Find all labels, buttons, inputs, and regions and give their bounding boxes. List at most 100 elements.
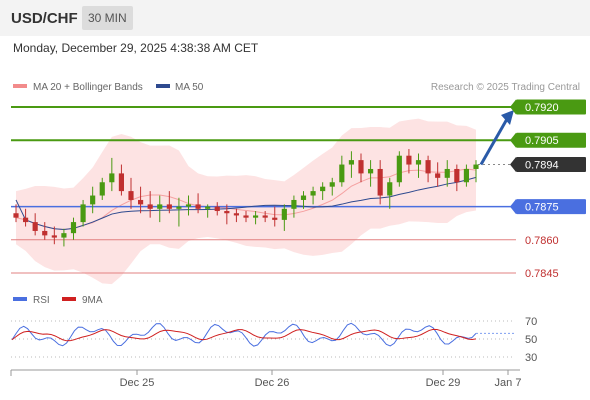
candle-body <box>310 191 316 196</box>
ma50-line <box>15 176 477 230</box>
level-label-box <box>516 132 586 148</box>
candle-body <box>205 206 211 209</box>
candle-body <box>157 204 163 209</box>
bollinger-legend-swatch <box>13 84 27 88</box>
rsi-legend-label: RSI <box>33 295 50 306</box>
candle-body <box>473 164 479 169</box>
chart-timestamp: Monday, December 29, 2025 4:38:38 AM CET <box>13 41 259 55</box>
rsi-legend-swatch <box>13 297 27 301</box>
candle-body <box>195 204 201 209</box>
candle-body <box>339 164 345 183</box>
ma50-legend-label: MA 50 <box>175 82 204 93</box>
rsi-pane: 70 50 30 <box>11 316 537 364</box>
candle-body <box>214 206 220 212</box>
candle-body <box>444 168 450 178</box>
candle-body <box>377 168 383 196</box>
candle-body <box>425 160 431 174</box>
candle-body <box>138 199 144 205</box>
candlesticks <box>13 149 479 247</box>
time-tick-label: Jan 7 <box>495 377 522 389</box>
chart-header: USD/CHF 30 MIN <box>0 0 590 36</box>
level-label: 0.7845 <box>525 268 559 280</box>
candle-body <box>109 173 115 183</box>
candle-body <box>272 217 278 220</box>
candle-body <box>51 235 57 238</box>
research-credit: Research © 2025 Trading Central <box>431 82 580 93</box>
level-label-pointer <box>510 99 516 115</box>
candle-body <box>32 222 38 231</box>
candle-body <box>99 182 105 196</box>
candle-body <box>329 182 335 187</box>
candle-body <box>358 160 364 174</box>
time-axis: Dec 25 Dec 26 Dec 29 Jan 7 <box>10 369 522 389</box>
bollinger-band-area <box>15 118 477 285</box>
rsi-line <box>11 322 477 347</box>
time-tick-label: Dec 26 <box>255 377 290 389</box>
time-tick-label: Dec 29 <box>426 377 461 389</box>
price-legend: MA 20 + Bollinger Bands MA 50 Research ©… <box>13 82 580 93</box>
interval-button[interactable]: 30 MIN <box>82 6 133 30</box>
level-label: 0.7875 <box>525 202 559 214</box>
candle-body <box>415 160 422 165</box>
rsi-tick-label: 50 <box>525 334 537 346</box>
level-label-pointer <box>510 132 516 148</box>
candle-body <box>300 195 307 200</box>
candle-body <box>128 191 134 200</box>
candle-body <box>166 204 172 209</box>
candle-body <box>224 211 230 214</box>
forecast-arrow-shaft <box>479 118 509 166</box>
level-label-box <box>516 99 586 115</box>
rsi-tick-label: 70 <box>525 316 537 328</box>
candle-body <box>233 213 239 216</box>
candle-body <box>291 199 297 209</box>
level-label: 0.7920 <box>525 102 559 114</box>
candle-body <box>42 230 48 236</box>
rsi-ma-line <box>11 328 477 342</box>
level-label-box <box>516 157 586 173</box>
candle-body <box>463 168 469 183</box>
level-label: 0.7905 <box>525 135 559 147</box>
candle-body <box>118 173 124 192</box>
candle-body <box>253 215 259 218</box>
key-levels <box>11 106 516 274</box>
candle-body <box>368 168 374 174</box>
ma50-legend-swatch <box>156 84 170 88</box>
forecast-arrow-head <box>501 110 514 125</box>
level-label-pointer <box>510 199 516 215</box>
candle-body <box>396 155 402 183</box>
level-label-box <box>516 199 586 215</box>
candle-body <box>70 222 77 234</box>
rsi-ma-legend-swatch <box>62 297 76 301</box>
candle-body <box>90 195 96 205</box>
candle-body <box>23 217 29 223</box>
time-tick-label: Dec 25 <box>120 377 155 389</box>
level-label: 0.7894 <box>525 160 559 172</box>
candle-body <box>435 173 441 178</box>
level-label-pointer <box>510 157 516 173</box>
candle-body <box>176 206 182 209</box>
candle-body <box>320 186 326 192</box>
symbol-title: USD/CHF <box>11 10 78 27</box>
candle-body <box>80 204 86 223</box>
candle-body <box>185 204 192 207</box>
level-label: 0.7860 <box>525 235 559 247</box>
candle-body <box>243 215 249 218</box>
rsi-legend: RSI 9MA <box>13 295 103 306</box>
candle-body <box>61 233 67 238</box>
candle-body <box>406 155 412 165</box>
candle-body <box>348 160 354 165</box>
moving-averages <box>15 176 477 230</box>
candle-body <box>454 168 460 183</box>
candle-body <box>147 204 153 209</box>
bollinger-legend-label: MA 20 + Bollinger Bands <box>33 82 143 93</box>
forecast-arrow <box>479 110 514 166</box>
level-labels: 0.7920 0.7905 0.7894 0.7875 0.7860 0.7845 <box>510 99 586 280</box>
candle-body <box>262 215 268 218</box>
candle-body <box>387 182 393 196</box>
candle-body <box>13 213 19 218</box>
rsi-tick-label: 30 <box>525 352 537 364</box>
rsi-ma-legend-label: 9MA <box>82 295 103 306</box>
candle-body <box>281 208 287 220</box>
bollinger-band-fill <box>16 118 476 285</box>
